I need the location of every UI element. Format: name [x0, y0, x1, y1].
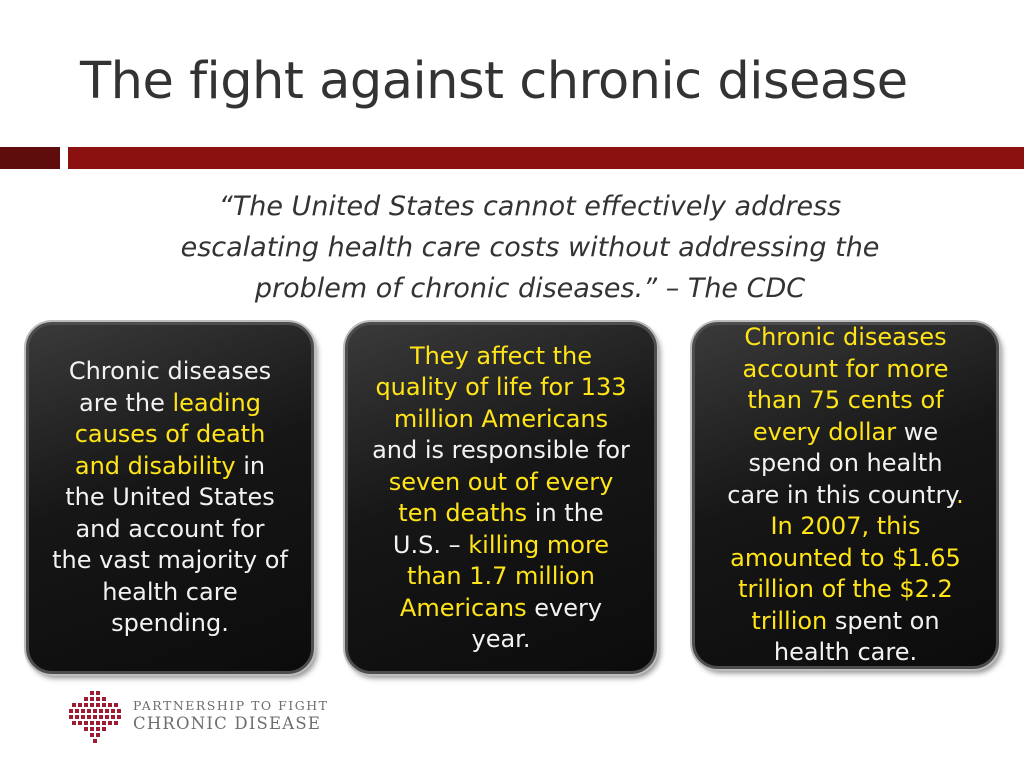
card-text-span: care in this country — [727, 480, 957, 509]
title-accent-bar-dark — [0, 147, 60, 169]
logo-line: PARTNERSHIP TO FIGHT — [133, 698, 329, 713]
card-highlight: than 1.7 million — [407, 562, 595, 590]
card-line: Americans every — [372, 593, 630, 625]
card-highlight: account for more — [742, 354, 949, 383]
card-line: and account for — [75, 514, 265, 543]
card-text-span: in the — [527, 499, 604, 527]
card-highlight: killing more — [468, 530, 610, 559]
card-line: are the leading — [52, 388, 288, 420]
card-health-spending: Chronic diseases account for more than 7… — [692, 322, 999, 669]
slide-title: The fight against chronic disease — [80, 52, 908, 111]
card-highlight: quality of life for 133 — [375, 373, 627, 401]
card-line: the United States — [65, 483, 275, 512]
card-highlight: Chronic diseases — [744, 323, 947, 352]
logo-line: CHRONIC DISEASE — [133, 714, 322, 733]
card-highlight: seven out of every — [388, 467, 614, 496]
card-line: health care — [102, 577, 238, 606]
quote-line: problem of chronic diseases.” – The CDC — [254, 273, 806, 304]
card-line: every dollar we — [727, 417, 964, 449]
card-line: ten deaths in the — [372, 498, 630, 530]
card-highlight: million Americans — [393, 404, 609, 433]
card-text: They affect the quality of life for 133 … — [372, 341, 630, 656]
card-highlight: leading — [172, 388, 261, 417]
card-line: year. — [471, 625, 531, 653]
card-highlight: . — [956, 480, 964, 509]
card-leading-causes: Chronic diseases are the leading causes … — [26, 322, 314, 674]
title-accent-bar — [68, 147, 1024, 169]
card-line: the vast majority of — [52, 546, 288, 575]
card-highlight: and disability — [74, 451, 236, 480]
card-highlight: ten deaths — [398, 499, 528, 527]
card-text-span: are the — [79, 388, 173, 417]
card-line: spend on health — [748, 449, 943, 478]
card-highlight: trillion — [751, 606, 828, 635]
card-text: Chronic diseases account for more than 7… — [727, 322, 964, 669]
card-text-span: every — [526, 593, 603, 622]
card-text-span: in — [235, 451, 266, 480]
partnership-logo-text: PARTNERSHIP TO FIGHT CHRONIC DISEASE — [133, 698, 328, 733]
card-text: Chronic diseases are the leading causes … — [52, 356, 288, 640]
card-line: and is responsible for — [372, 436, 630, 464]
card-highlight: They affect the — [409, 341, 593, 370]
partnership-cross-logo-icon — [69, 691, 121, 743]
card-line: and disability in — [52, 451, 288, 483]
card-highlight: amounted to $1.65 — [730, 543, 961, 572]
card-highlight: trillion of the $2.2 — [738, 575, 953, 604]
card-line: trillion spent on — [727, 606, 964, 638]
card-line: U.S. – killing more — [372, 530, 630, 562]
card-line: health care. — [773, 638, 918, 667]
card-highlight: In 2007, this — [770, 512, 921, 541]
quote-line: escalating health care costs without add… — [180, 232, 880, 263]
card-highlight: causes of death — [74, 420, 266, 449]
quote-line: “The United States cannot effectively ad… — [218, 191, 842, 222]
card-highlight: Americans — [399, 593, 527, 622]
card-text-span: U.S. – — [392, 530, 469, 559]
card-quality-of-life: They affect the quality of life for 133 … — [345, 322, 657, 674]
cdc-quote: “The United States cannot effectively ad… — [60, 186, 1000, 309]
card-highlight: than 75 cents of — [747, 386, 944, 415]
card-line: care in this country. — [727, 480, 964, 512]
card-highlight: every dollar — [752, 417, 897, 446]
card-text-span: we — [896, 417, 939, 446]
card-text-span: spent on — [827, 606, 940, 635]
card-line: Chronic diseases — [68, 357, 272, 386]
card-line: spending. — [111, 609, 229, 638]
